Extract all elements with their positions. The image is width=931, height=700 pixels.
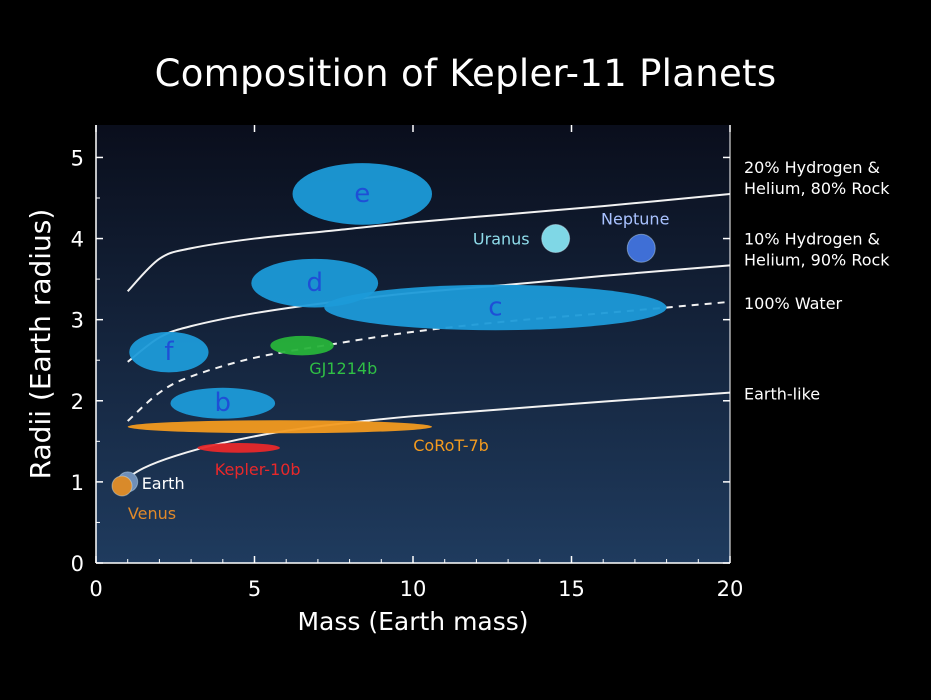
curve-label-2: 100% Water [744, 294, 843, 313]
region-label-f: f [164, 337, 174, 367]
region-f [129, 331, 209, 373]
x-tick-label-10: 10 [400, 577, 427, 601]
y-tick-label-2: 2 [71, 390, 84, 414]
region-e [292, 163, 433, 225]
region-label-e: e [354, 179, 370, 209]
curve-label-3: Earth-like [744, 385, 820, 404]
region-c [324, 284, 667, 331]
region-label-d: d [306, 268, 323, 298]
planet-uranus [541, 224, 571, 254]
labels-layer: 20% Hydrogen & Helium, 80% Rock 10% Hydrog… [128, 158, 890, 523]
region-b [170, 387, 276, 419]
x-tick-label-20: 20 [717, 577, 744, 601]
points-layer [111, 224, 656, 497]
curve-label-2-line-0: 100% Water [744, 294, 843, 313]
region-label-CoRoT-7b: CoRoT-7b [413, 436, 489, 455]
curve-label-0-line-0: 20% Hydrogen & [744, 158, 880, 177]
axes-layer: 0 5 10 15 20 0 1 2 3 4 5 Mass (Earth mass) Radii (Ea… [24, 125, 743, 636]
planet-label-venus: Venus [128, 504, 176, 523]
region-label-b: b [215, 388, 232, 418]
regions-layer [127, 163, 667, 453]
chart-title: Composition of Kepler-11 Planets [154, 52, 777, 95]
y-tick-label-1: 1 [71, 471, 84, 495]
planet-label-earth: Earth [142, 474, 185, 493]
planet-neptune [626, 233, 656, 263]
curve-label-1-line-0: 10% Hydrogen & [744, 229, 880, 248]
curve-label-0-line-1: Helium, 80% Rock [744, 179, 890, 198]
region-label-c: c [488, 293, 502, 323]
y-tick-label-3: 3 [71, 309, 84, 333]
y-tick-label-0: 0 [71, 552, 84, 576]
x-tick-label-15: 15 [558, 577, 585, 601]
planet-label-neptune: Neptune [601, 209, 669, 228]
planet-venus [111, 475, 133, 497]
curve-label-1-line-1: Helium, 90% Rock [744, 250, 890, 269]
planet-label-uranus: Uranus [473, 230, 530, 249]
y-axis-label: Radii (Earth radius) [24, 209, 57, 480]
curve-label-3-line-0: Earth-like [744, 385, 820, 404]
region-label-GJ1214b: GJ1214b [309, 359, 377, 378]
y-tick-label-5: 5 [71, 146, 84, 170]
region-Kepler-10b [197, 442, 280, 453]
region-label-Kepler-10b: Kepler-10b [215, 460, 301, 479]
x-axis-label: Mass (Earth mass) [297, 607, 528, 636]
region-GJ1214b [270, 335, 334, 356]
x-tick-label-5: 5 [248, 577, 261, 601]
region-CoRoT-7b [127, 420, 433, 434]
region-d [251, 258, 379, 308]
curve-0 [126, 192, 730, 292]
curve-label-1: 10% Hydrogen & Helium, 90% Rock [744, 229, 890, 269]
x-tick-label-0: 0 [89, 577, 102, 601]
curve-label-0: 20% Hydrogen & Helium, 80% Rock [744, 158, 890, 198]
y-tick-label-4: 4 [71, 228, 84, 252]
